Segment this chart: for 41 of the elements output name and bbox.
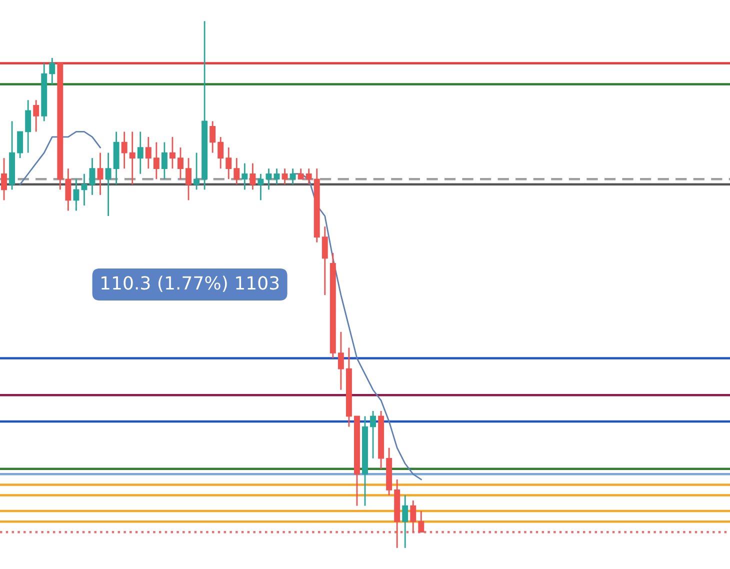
candlestick [81,173,88,206]
candlestick [186,157,192,201]
candlestick [322,226,328,296]
candlestick [194,152,200,190]
candlestick [338,331,344,391]
annotation: 110.3 (1.77%) 1103 [102,276,279,292]
candlestick [137,131,144,175]
candlestick [306,168,312,186]
candlestick [17,131,24,159]
candlestick [73,178,80,212]
candlestick [105,152,112,217]
candlestick [169,136,176,170]
candlestick [298,168,304,180]
candlestick [1,157,7,201]
candlestick [25,99,32,154]
candlestick [418,510,424,533]
candlestick [210,120,216,154]
candlestick [250,162,256,190]
candlestick [410,500,416,533]
candlestick [49,57,56,85]
candlestick [402,494,408,549]
candlestick [226,146,232,180]
candlestick [282,168,288,186]
candlestick [290,168,296,186]
candlestick [370,410,376,460]
candlestick [145,136,152,170]
candlestick [121,131,128,170]
candlestick [65,168,72,212]
candlestick [258,173,264,201]
candlestick [242,162,248,190]
candlestick [129,131,136,186]
candlestick [153,142,160,180]
candlestick [234,157,240,186]
candlestick [274,168,280,186]
candlestick [33,99,40,132]
candlestick [97,152,104,196]
candlestick [89,157,96,196]
candlestick [266,168,272,190]
candlestick [161,142,168,180]
candlestick [218,136,224,170]
candlestick [178,146,184,180]
